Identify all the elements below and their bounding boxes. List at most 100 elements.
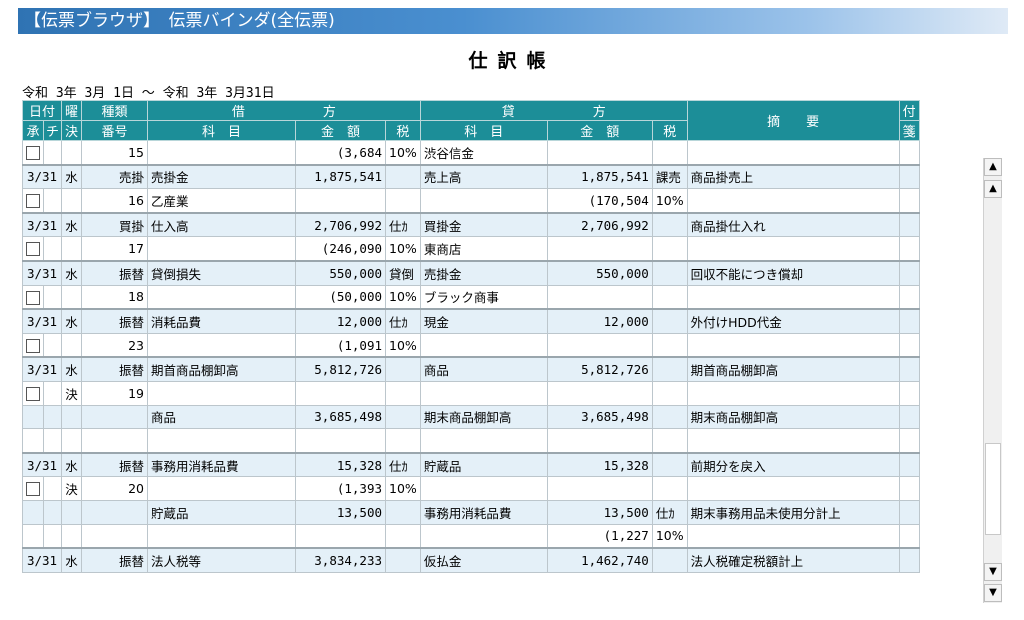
type-cell[interactable]: 振替 <box>81 547 149 573</box>
vertical-scrollbar[interactable]: ▲ ▲ ▼ ▼ <box>983 158 1002 603</box>
debit-amount-cell[interactable]: 15,328 <box>295 452 387 478</box>
credit-account-cell[interactable]: 商品 <box>419 356 548 382</box>
debit-tax-cell[interactable]: 10% <box>385 139 421 166</box>
memo-cell[interactable]: 前期分を戻入 <box>686 452 900 478</box>
debit-account-cell[interactable]: 消耗品費 <box>147 308 297 334</box>
memo-cell[interactable]: 外付けHDD代金 <box>686 308 900 334</box>
table-row[interactable]: (1,227 10% <box>22 523 920 550</box>
check-cell[interactable] <box>42 332 63 359</box>
header-debit-account[interactable]: 科 目 <box>147 120 297 141</box>
table-row[interactable]: 3/31 水売掛 売掛金 1,875,541 売上高 1,875,541 課売 商品掛売上 <box>21 164 920 190</box>
debit-tax-cell[interactable] <box>385 523 421 550</box>
credit-account-cell[interactable]: 渋谷信金 <box>419 139 548 166</box>
credit-amount-cell[interactable]: (1,227 <box>546 523 653 550</box>
header-tag2[interactable]: 箋 <box>898 120 920 141</box>
date-cell[interactable]: 3/31 <box>21 547 63 573</box>
check-cell[interactable] <box>42 236 63 262</box>
scroll-thumb[interactable] <box>985 443 1001 535</box>
table-row[interactable] <box>22 428 920 454</box>
tag-cell[interactable] <box>898 547 920 573</box>
type-cell[interactable]: 振替 <box>81 260 149 286</box>
approve-cell[interactable] <box>22 476 44 501</box>
dow-cell[interactable]: 水 <box>61 260 83 286</box>
credit-amount-cell[interactable] <box>546 332 653 359</box>
table-row[interactable]: 16 乙産業 (170,504 10% <box>22 188 920 214</box>
header-credit[interactable]: 貸 方 <box>419 100 688 121</box>
debit-account-cell[interactable] <box>147 332 297 359</box>
debit-amount-cell[interactable]: 3,685,498 <box>295 404 387 430</box>
header-debit[interactable]: 借 方 <box>147 100 421 121</box>
table-row[interactable]: 3/31 水振替 法人税等 3,834,233 仮払金 1,462,740 法人税確定税額計… <box>21 547 920 573</box>
type-cell[interactable] <box>81 523 149 550</box>
approve-cell[interactable] <box>22 236 44 262</box>
dow-cell[interactable] <box>61 523 83 550</box>
memo-cell[interactable]: 回収不能につき償却 <box>686 260 900 286</box>
dow-cell[interactable] <box>61 139 83 166</box>
approve-checkbox[interactable] <box>26 242 40 257</box>
credit-account-cell[interactable]: 貯蔵品 <box>419 452 548 478</box>
tag-cell[interactable] <box>898 523 920 550</box>
credit-amount-cell[interactable]: 12,000 <box>546 308 653 334</box>
approve-cell[interactable] <box>22 332 44 359</box>
check-cell[interactable] <box>42 499 63 525</box>
memo-cell[interactable]: 期末商品棚卸高 <box>686 404 900 430</box>
credit-account-cell[interactable] <box>419 380 548 406</box>
header-tag[interactable]: 付 <box>898 100 920 121</box>
dow-cell[interactable]: 水 <box>61 308 83 334</box>
debit-tax-cell[interactable] <box>385 499 421 525</box>
dow-cell[interactable]: 決 <box>61 476 83 501</box>
credit-tax-cell[interactable]: 10% <box>651 188 688 214</box>
debit-amount-cell[interactable]: (246,090 <box>295 236 387 262</box>
table-row[interactable]: 3/31 水振替 事務用消耗品費 15,328 仕ｶ 貯蔵品 15,328 前期分を戻入 <box>21 452 920 478</box>
type-cell[interactable]: 振替 <box>81 356 149 382</box>
credit-account-cell[interactable] <box>419 428 548 454</box>
tag-cell[interactable] <box>898 452 920 478</box>
type-cell[interactable]: 振替 <box>81 452 149 478</box>
debit-tax-cell[interactable]: 仕ｶ <box>385 308 421 334</box>
approve-cell[interactable] <box>22 380 44 406</box>
type-cell[interactable] <box>81 499 149 525</box>
check-cell[interactable] <box>42 188 63 214</box>
approve-cell[interactable] <box>22 499 44 525</box>
debit-account-cell[interactable] <box>147 139 297 166</box>
debit-account-cell[interactable] <box>147 476 297 501</box>
debit-account-cell[interactable]: 商品 <box>147 404 297 430</box>
dow-cell[interactable] <box>61 332 83 359</box>
credit-tax-cell[interactable] <box>651 308 688 334</box>
credit-amount-cell[interactable]: 550,000 <box>546 260 653 286</box>
debit-tax-cell[interactable] <box>385 428 421 454</box>
approve-checkbox[interactable] <box>26 146 40 161</box>
memo-cell[interactable]: 期末事務用品未使用分計上 <box>686 499 900 525</box>
debit-amount-cell[interactable]: (3,684 <box>295 139 387 166</box>
credit-amount-cell[interactable] <box>546 236 653 262</box>
date-cell[interactable]: 3/31 <box>21 452 63 478</box>
credit-account-cell[interactable]: 事務用消耗品費 <box>419 499 548 525</box>
type-cell[interactable]: 16 <box>81 188 149 214</box>
tag-cell[interactable] <box>898 260 920 286</box>
header-number[interactable]: 番号 <box>81 120 149 141</box>
dow-cell[interactable]: 水 <box>61 547 83 573</box>
credit-tax-cell[interactable] <box>651 452 688 478</box>
debit-account-cell[interactable]: 売掛金 <box>147 164 297 190</box>
header-memo[interactable]: 摘 要 <box>686 100 900 141</box>
debit-account-cell[interactable]: 乙産業 <box>147 188 297 214</box>
dow-cell[interactable]: 水 <box>61 356 83 382</box>
debit-tax-cell[interactable] <box>385 188 421 214</box>
credit-amount-cell[interactable] <box>546 139 653 166</box>
credit-amount-cell[interactable]: (170,504 <box>546 188 653 214</box>
memo-cell[interactable] <box>686 476 900 501</box>
header-debit-tax[interactable]: 税 <box>385 120 421 141</box>
dow-cell[interactable]: 決 <box>61 380 83 406</box>
tag-cell[interactable] <box>898 332 920 359</box>
header-debit-amount[interactable]: 金 額 <box>295 120 387 141</box>
debit-tax-cell[interactable]: 仕ｶ <box>385 452 421 478</box>
header-settle[interactable]: 決 <box>61 120 83 141</box>
scroll-down-button[interactable]: ▼ <box>984 563 1002 581</box>
debit-amount-cell[interactable]: 13,500 <box>295 499 387 525</box>
approve-checkbox[interactable] <box>26 386 40 401</box>
debit-amount-cell[interactable] <box>295 428 387 454</box>
credit-tax-cell[interactable] <box>651 332 688 359</box>
type-cell[interactable] <box>81 404 149 430</box>
credit-tax-cell[interactable]: 10% <box>651 523 688 550</box>
credit-amount-cell[interactable] <box>546 428 653 454</box>
